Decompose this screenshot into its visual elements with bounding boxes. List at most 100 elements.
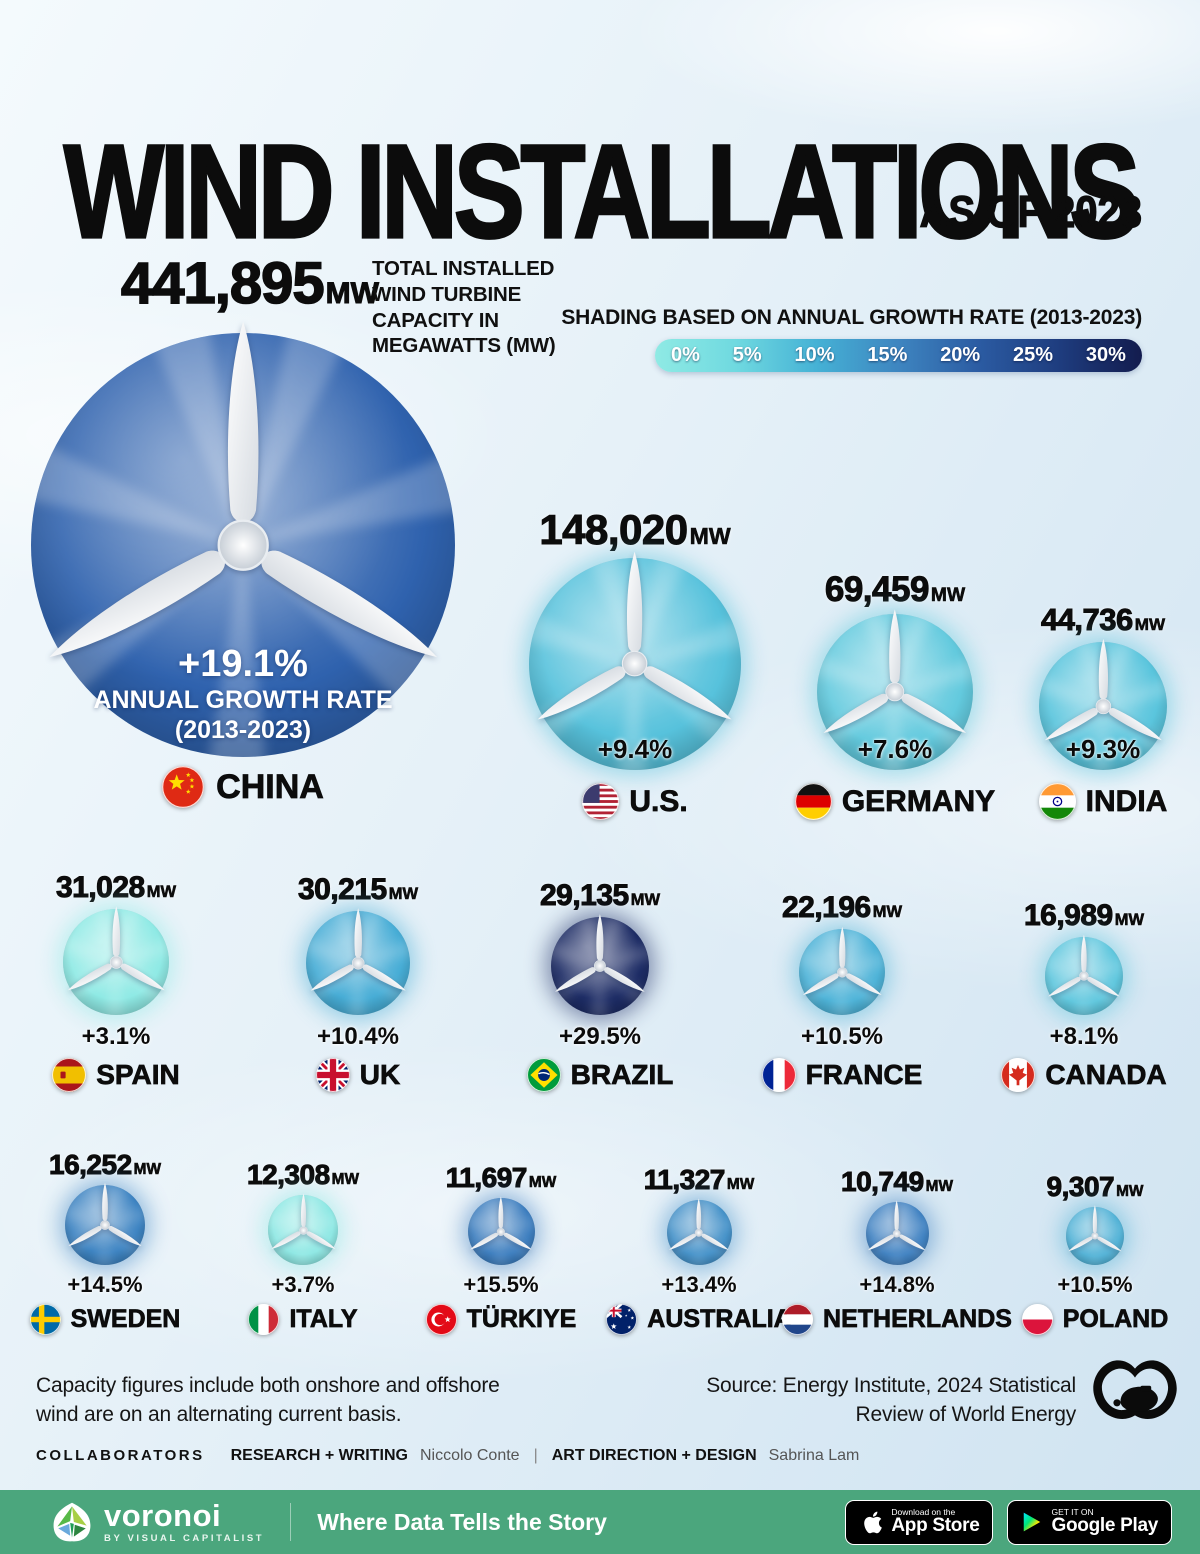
turbine-blades-icon bbox=[470, 1196, 532, 1250]
wind-turbine-icon bbox=[817, 609, 973, 770]
turbine-blades-icon bbox=[1044, 638, 1162, 740]
china-growth-annotation: +19.1% ANNUAL GROWTH RATE (2013-2023) bbox=[31, 643, 455, 745]
country-netherlands: 10,749 MW +14.8% NETHERLANDS bbox=[782, 1166, 1012, 1335]
flag-spain-icon bbox=[52, 1058, 87, 1092]
legend-tick: 0% bbox=[671, 344, 700, 366]
brand-bar: voronoi BY VISUAL CAPITALIST Where Data … bbox=[0, 1490, 1200, 1554]
wind-turbine-icon bbox=[65, 1182, 145, 1265]
capacity-value: 69,459 MW bbox=[824, 570, 966, 610]
wind-turbine-icon bbox=[865, 1200, 929, 1265]
country-label: POLAND bbox=[1021, 1304, 1169, 1335]
flag-netherlands-icon bbox=[782, 1304, 814, 1335]
unit-label: MW bbox=[325, 277, 379, 311]
country-label: AUSTRALIA bbox=[606, 1304, 792, 1335]
unit-label: MW bbox=[331, 1171, 359, 1189]
country-label: BRAZIL bbox=[526, 1058, 674, 1092]
legend-tick: 5% bbox=[732, 344, 762, 366]
google-play-icon bbox=[1024, 1512, 1041, 1532]
chart-row-1: 148,020MW +9.4% U.S. 69,459 MW +7.6% GERM… bbox=[0, 0, 1200, 820]
legend-title: SHADING BASED ON ANNUAL GROWTH RATE (201… bbox=[561, 306, 1142, 329]
country-brazil: 29,135 MW +29.5% BRAZIL bbox=[494, 879, 706, 1092]
country-spain: 31,028 MW +3.1% SPAIN bbox=[10, 871, 222, 1092]
country-label: ITALY bbox=[248, 1304, 358, 1335]
app-store-badge[interactable]: Download on the App Store bbox=[845, 1499, 994, 1545]
flag-sweden-icon bbox=[29, 1304, 61, 1335]
turbine-blades-icon bbox=[538, 552, 732, 720]
unit-label: MW bbox=[726, 1176, 755, 1194]
country-label: NETHERLANDS bbox=[782, 1304, 1012, 1335]
unit-label: MW bbox=[1134, 615, 1166, 635]
visual-capitalist-logo bbox=[1090, 1356, 1180, 1438]
unit-label: MW bbox=[133, 1161, 161, 1179]
turbine-blades-icon bbox=[669, 1198, 729, 1250]
wind-turbine-icon bbox=[467, 1196, 535, 1265]
wind-turbine-icon bbox=[551, 914, 649, 1015]
wind-turbine-icon bbox=[529, 552, 741, 770]
flag-turkiye-icon bbox=[425, 1304, 457, 1335]
growth-rate-label: +9.4% bbox=[597, 734, 673, 764]
turbine-blades-icon bbox=[823, 609, 967, 734]
flag-australia-icon bbox=[606, 1304, 638, 1335]
wind-turbine-icon bbox=[1066, 1205, 1124, 1265]
wind-turbine-icon bbox=[1039, 638, 1167, 770]
wind-turbine-icon bbox=[666, 1198, 732, 1265]
google-play-badge[interactable]: GET IT ON Google Play bbox=[1007, 1499, 1172, 1545]
growth-rate-label: +7.6% bbox=[857, 734, 933, 764]
flag-germany-icon bbox=[794, 783, 832, 820]
country-us: 148,020MW +9.4% U.S. bbox=[518, 506, 752, 820]
wind-turbine-icon bbox=[268, 1193, 338, 1265]
wind-turbine-icon bbox=[799, 926, 885, 1015]
wind-turbine-icon bbox=[306, 908, 410, 1015]
legend-tick: 15% bbox=[867, 344, 908, 366]
wind-turbine-icon bbox=[1045, 934, 1123, 1015]
flag-canada-icon bbox=[1001, 1058, 1036, 1092]
country-uk: 30,215 MW +10.4% UK bbox=[252, 873, 464, 1092]
capacity-value: 44,736 MW bbox=[1040, 602, 1166, 638]
growth-rate-label: +10.5% bbox=[800, 1023, 884, 1050]
flag-italy-icon bbox=[248, 1304, 280, 1335]
country-label: GERMANY bbox=[794, 783, 996, 820]
growth-rate-label: +9.3% bbox=[1065, 734, 1141, 764]
growth-rate-label: +3.7% bbox=[271, 1272, 335, 1297]
flag-us-icon bbox=[582, 783, 620, 820]
growth-rate-label: +14.5% bbox=[67, 1272, 143, 1297]
unit-label: MW bbox=[630, 891, 661, 910]
turbine-blades-icon bbox=[802, 926, 882, 995]
growth-rate-label: +15.5% bbox=[463, 1272, 539, 1297]
turbine-blades-icon bbox=[49, 321, 437, 657]
unit-label: MW bbox=[146, 883, 177, 902]
growth-rate-label: +29.5% bbox=[558, 1023, 642, 1050]
flag-brazil-icon bbox=[526, 1058, 561, 1092]
country-label: CANADA bbox=[1001, 1058, 1167, 1092]
flag-uk-icon bbox=[315, 1058, 350, 1092]
source-note: Source: Energy Institute, 2024 Statistic… bbox=[706, 1374, 1076, 1426]
capacity-value: 11,697 MW bbox=[445, 1162, 557, 1194]
growth-rate-label: +3.1% bbox=[81, 1023, 151, 1050]
china-growth-value: +19.1% bbox=[178, 643, 308, 685]
country-label: SPAIN bbox=[52, 1058, 180, 1092]
growth-rate-label: +8.1% bbox=[1049, 1023, 1119, 1050]
country-australia: 11,327 MW +13.4% AUSTRALIA bbox=[606, 1164, 792, 1335]
growth-caption-line1: ANNUAL GROWTH RATE bbox=[93, 686, 393, 714]
turbine-blades-icon bbox=[1048, 934, 1120, 997]
growth-rate-label: +14.8% bbox=[859, 1272, 935, 1297]
country-india: 44,736 MW +9.3% INDIA bbox=[1000, 602, 1200, 820]
unit-label: MW bbox=[388, 885, 419, 904]
turbine-blades-icon bbox=[68, 1182, 142, 1247]
turbine-blades-icon bbox=[1068, 1205, 1122, 1252]
chart-row-2: 31,028 MW +3.1% SPAIN 30,215 MW +10.4% UK … bbox=[10, 871, 1190, 1092]
country-sweden: 16,252 MW +14.5% SWEDEN bbox=[12, 1149, 198, 1335]
voronoi-brand: voronoi BY VISUAL CAPITALIST bbox=[50, 1500, 264, 1544]
flag-china-icon bbox=[162, 766, 205, 808]
unit-label: MW bbox=[930, 585, 966, 607]
capacity-value: 10,749 MW bbox=[841, 1166, 954, 1198]
turbine-blades-icon bbox=[67, 906, 165, 990]
turbine-blades-icon bbox=[555, 914, 645, 992]
legend-tick: 25% bbox=[1013, 344, 1054, 366]
capacity-value: 16,252 MW bbox=[49, 1149, 162, 1181]
unit-label: MW bbox=[925, 1178, 953, 1196]
capacity-value: 30,215 MW bbox=[297, 873, 419, 907]
growth-caption-line2: (2013-2023) bbox=[174, 715, 312, 744]
legend-tick: 20% bbox=[940, 344, 981, 366]
growth-color-scale: 0% 5% 10% 15% 20% 25% 30% bbox=[655, 339, 1142, 372]
